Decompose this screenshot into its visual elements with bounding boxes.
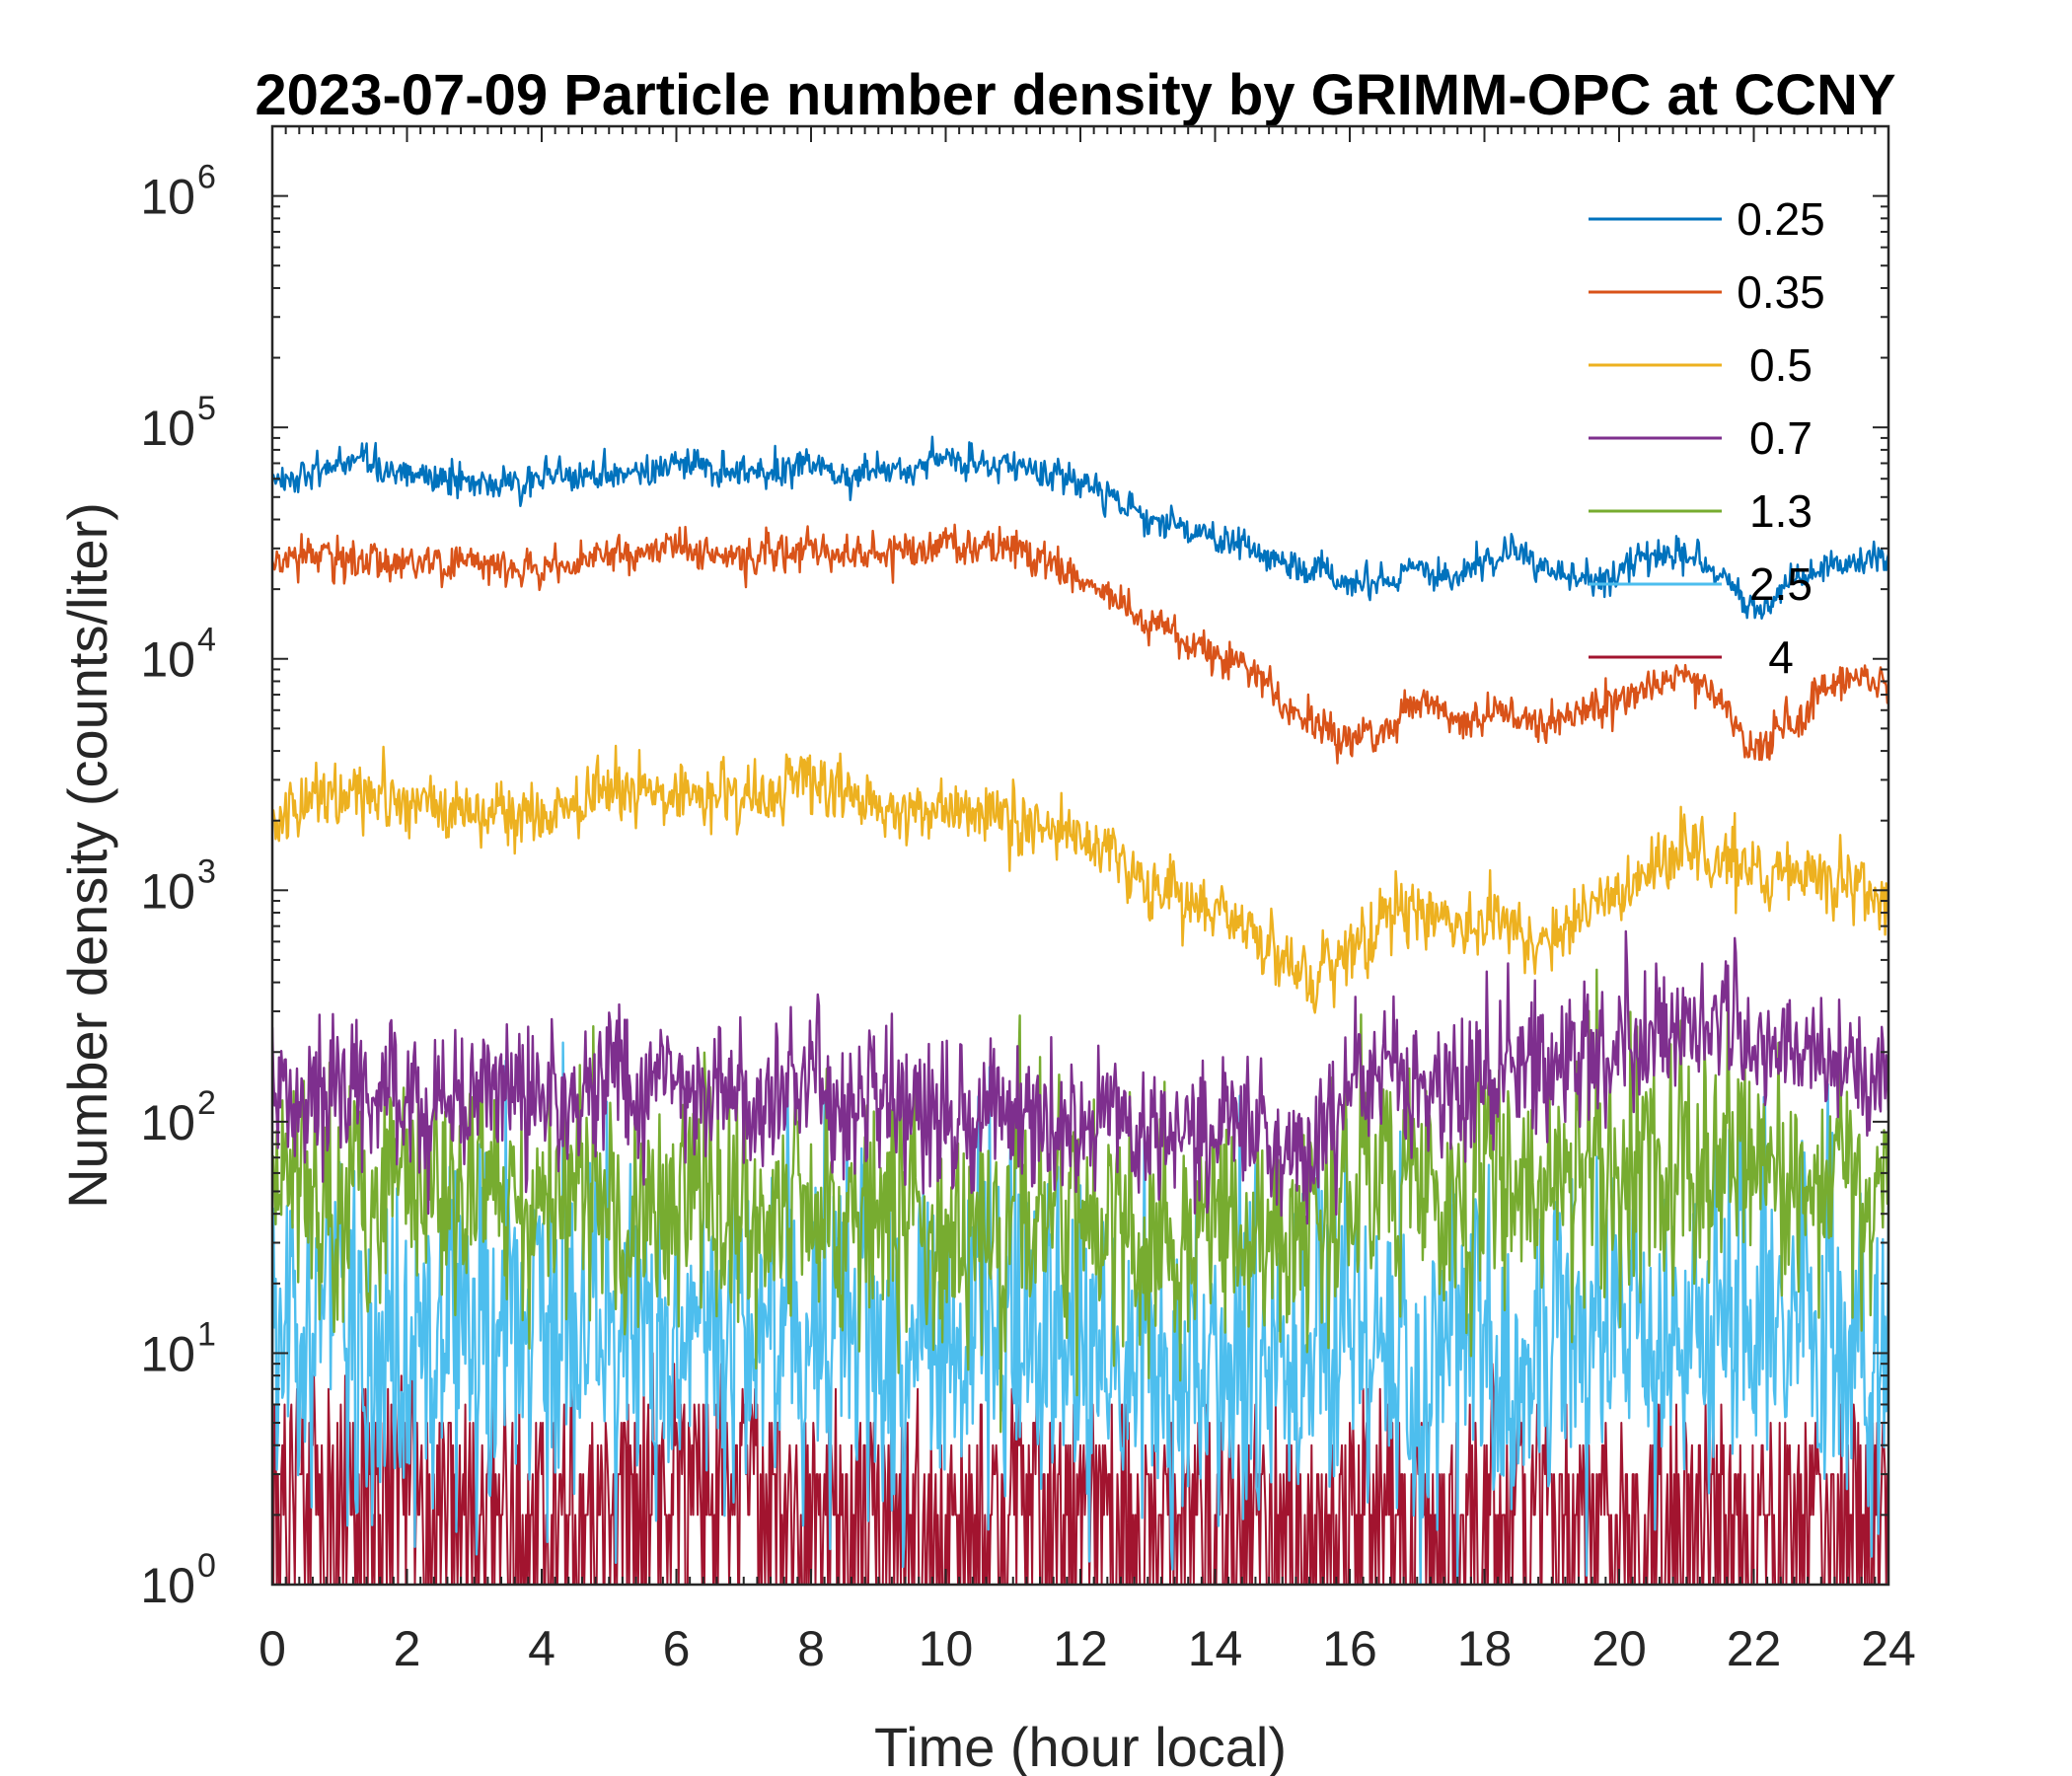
- legend-label-4: 4: [1768, 631, 1794, 683]
- y-tick-exponent: 6: [197, 159, 216, 196]
- legend-label-0.7: 0.7: [1749, 412, 1813, 464]
- x-tick-label: 18: [1457, 1621, 1513, 1676]
- y-tick-label: 10: [140, 863, 195, 919]
- series-line-4: [272, 1352, 1888, 1585]
- series-line-0.25: [272, 435, 1888, 620]
- legend-label-0.25: 0.25: [1737, 193, 1825, 245]
- y-tick-label: 10: [140, 632, 195, 688]
- y-tick-label: 10: [140, 1558, 195, 1613]
- y-tick-exponent: 2: [197, 1084, 216, 1122]
- series-layer: [272, 435, 1888, 1585]
- y-tick-exponent: 0: [197, 1547, 216, 1585]
- y-tick-label: 10: [140, 401, 195, 456]
- series-line-0.35: [272, 523, 1888, 765]
- x-tick-label: 12: [1053, 1621, 1108, 1676]
- legend-label-2.5: 2.5: [1749, 558, 1813, 610]
- x-tick-label: 8: [797, 1621, 825, 1676]
- chart-title: 2023-07-09 Particle number density by GR…: [255, 63, 1895, 127]
- series-line-1.3: [272, 968, 1888, 1434]
- y-axis-label: Number density (counts/liter): [56, 502, 118, 1209]
- y-tick-exponent: 5: [197, 390, 216, 427]
- y-tick-exponent: 4: [197, 622, 216, 659]
- series-line-2.5: [272, 1041, 1888, 1585]
- x-tick-label: 20: [1591, 1621, 1647, 1676]
- axes: [270, 124, 1890, 1587]
- x-tick-label: 14: [1188, 1621, 1243, 1676]
- x-tick-label: 10: [919, 1621, 974, 1676]
- x-axis-label: Time (hour local): [874, 1716, 1287, 1776]
- x-tick-label: 2: [394, 1621, 421, 1676]
- x-tick-label: 0: [259, 1621, 286, 1676]
- legend-label-1.3: 1.3: [1749, 485, 1813, 537]
- x-tick-label: 6: [663, 1621, 691, 1676]
- y-tick-exponent: 3: [197, 852, 216, 890]
- x-tick-label: 16: [1322, 1621, 1377, 1676]
- x-tick-label: 22: [1727, 1621, 1782, 1676]
- legend-label-0.35: 0.35: [1737, 266, 1825, 318]
- legend-label-0.5: 0.5: [1749, 339, 1813, 391]
- series-line-0.5: [272, 744, 1888, 1014]
- y-tick-exponent: 1: [197, 1315, 216, 1353]
- x-tick-label: 4: [528, 1621, 555, 1676]
- x-tick-label: 24: [1861, 1621, 1916, 1676]
- y-tick-label: 10: [140, 1095, 195, 1150]
- legend: 0.25 0.35 0.5 0.7 1.3 2.5 4: [1589, 193, 1825, 683]
- plot-area: [272, 126, 1888, 1585]
- x-tick-labels: 0 2 4 6 8 10 12 14 16 18 20 22 24: [259, 1621, 1916, 1676]
- y-tick-label: 10: [140, 170, 195, 225]
- series-line-0.7: [272, 929, 1888, 1225]
- y-tick-label: 10: [140, 1326, 195, 1381]
